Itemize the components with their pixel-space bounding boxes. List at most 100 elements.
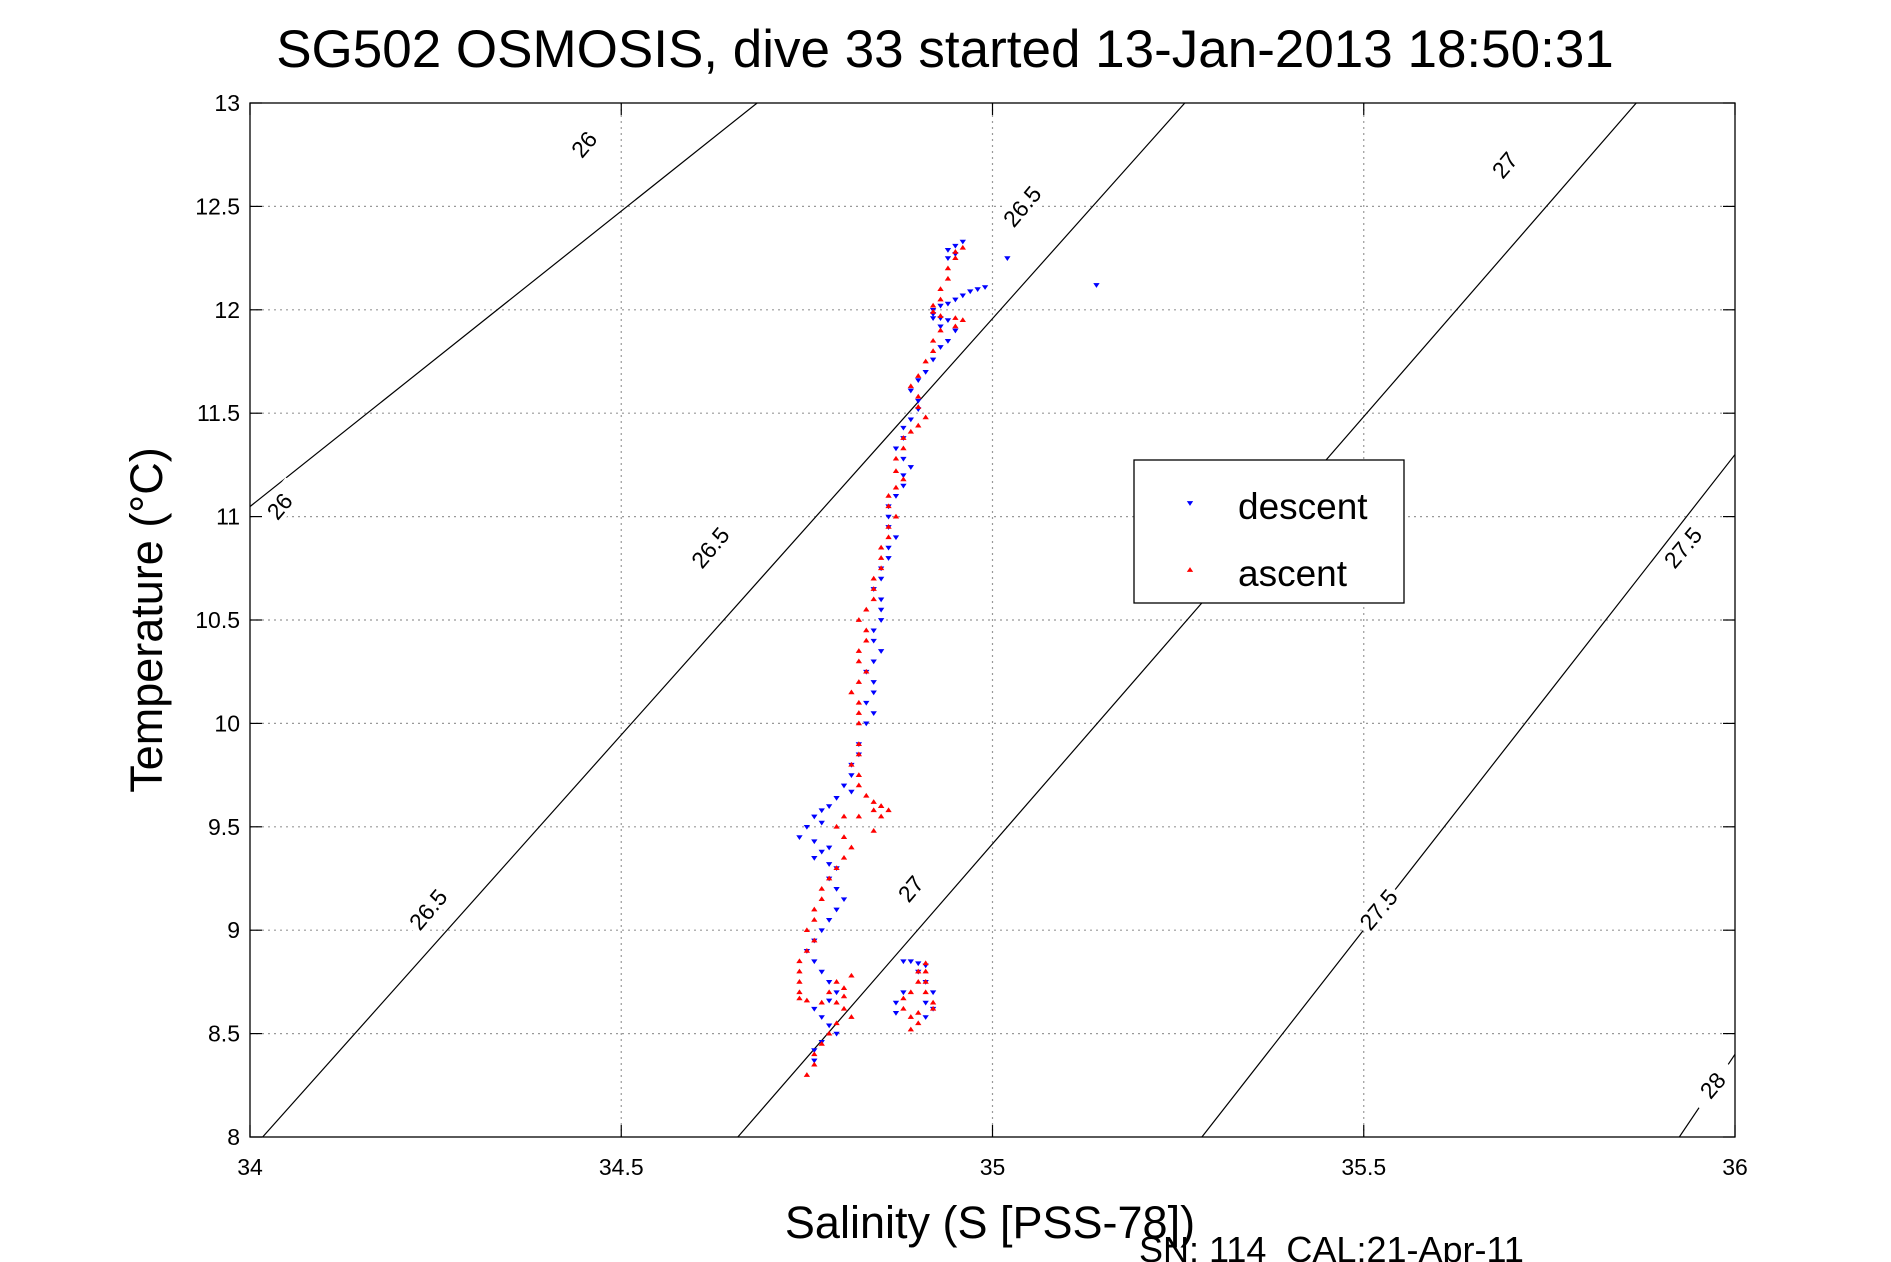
ascent-point <box>796 958 803 964</box>
ascent-point <box>877 565 885 571</box>
ascent-point <box>811 1051 818 1057</box>
descent-point <box>870 628 877 634</box>
ascent-point <box>855 741 863 746</box>
descent-point <box>915 378 922 383</box>
descent-point <box>818 849 825 855</box>
ascent-point <box>922 960 929 966</box>
descent-point <box>840 783 848 789</box>
ascent-point <box>840 1005 848 1011</box>
descent-point <box>892 446 900 452</box>
ascent-point <box>907 383 914 389</box>
isopycnal-line <box>737 103 1637 1137</box>
ascent-point <box>937 296 944 302</box>
ascent-point <box>796 968 803 974</box>
descent-point <box>877 607 885 613</box>
y-tick-label: 10.5 <box>195 607 240 633</box>
descent-point <box>967 289 974 295</box>
ascent-point <box>892 468 900 473</box>
ascent-point <box>885 534 892 540</box>
ascent-point <box>855 710 863 715</box>
ascent-point <box>892 513 900 519</box>
ascent-point <box>937 286 944 291</box>
ascent-point <box>929 348 937 354</box>
descent-point <box>825 917 833 923</box>
ascent-point <box>818 1041 825 1046</box>
y-axis-label: Temperature (°C) <box>121 447 172 793</box>
ascent-point <box>915 1010 922 1015</box>
ascent-point <box>855 782 863 788</box>
y-tick-label: 8 <box>227 1124 240 1150</box>
descent-point <box>863 721 870 727</box>
legend-marker-descent <box>1186 501 1194 506</box>
ascent-point <box>840 993 848 999</box>
y-tick-label: 12.5 <box>195 193 240 219</box>
descent-point <box>796 835 803 841</box>
descent-point <box>885 556 892 561</box>
descent-point <box>811 1006 818 1012</box>
ascent-point <box>922 414 929 420</box>
descent-point <box>907 417 914 423</box>
descent-point <box>900 456 907 462</box>
legend-marker-ascent <box>1186 567 1194 572</box>
descent-point <box>900 483 907 489</box>
legend: descent ascent <box>1133 459 1405 604</box>
ascent-point <box>929 999 937 1005</box>
descent-point <box>840 897 848 903</box>
isopycnal-label-background <box>556 115 611 172</box>
ascent-point <box>900 995 907 1001</box>
series-descent <box>796 239 1100 1064</box>
ascent-point <box>855 772 863 777</box>
y-tick-label: 10 <box>214 710 240 736</box>
ascent-point <box>952 249 959 254</box>
y-tick-label: 13 <box>214 90 240 116</box>
descent-point <box>922 1000 929 1006</box>
descent-point <box>825 980 833 985</box>
ascent-point <box>870 596 877 602</box>
ascent-point <box>922 979 929 984</box>
ascent-point <box>915 1020 922 1026</box>
ascent-point <box>848 1014 855 1019</box>
descent-point <box>892 535 900 541</box>
descent-point <box>1004 256 1011 261</box>
descent-point <box>825 998 833 1004</box>
ascent-point <box>848 689 855 695</box>
descent-point <box>952 328 959 334</box>
ascent-point <box>818 896 825 902</box>
ascent-point <box>885 503 892 509</box>
descent-point <box>870 680 877 685</box>
ascent-point <box>959 317 966 323</box>
x-tick-label: 34 <box>237 1154 263 1180</box>
ascent-point <box>825 1030 833 1036</box>
descent-point <box>870 659 877 665</box>
ascent-point <box>870 575 877 581</box>
descent-point <box>885 545 892 551</box>
descent-point <box>1093 283 1100 288</box>
descent-point <box>915 398 922 404</box>
x-tick-label: 36 <box>1722 1154 1748 1180</box>
descent-point <box>952 243 959 249</box>
descent-point <box>937 345 944 350</box>
ascent-point <box>892 455 900 461</box>
ascent-point <box>877 555 885 560</box>
ascent-point <box>922 968 929 974</box>
ascent-point <box>833 999 840 1005</box>
descent-point <box>825 1023 833 1029</box>
ascent-point <box>818 999 825 1005</box>
isopycnal-label-background <box>252 477 306 534</box>
ascent-point <box>952 255 959 260</box>
ascent-point <box>848 844 855 850</box>
ascent-point <box>929 337 937 343</box>
ascent-point <box>877 803 885 808</box>
descent-point <box>833 907 840 913</box>
ascent-point <box>848 761 855 767</box>
ascent-point <box>855 699 863 705</box>
descent-point <box>818 820 825 826</box>
descent-point <box>959 239 966 245</box>
descent-point <box>870 638 877 644</box>
ascent-point <box>929 1005 937 1011</box>
descent-point <box>870 711 877 716</box>
descent-point <box>825 804 833 810</box>
descent-point <box>892 494 900 499</box>
descent-point <box>848 789 855 795</box>
